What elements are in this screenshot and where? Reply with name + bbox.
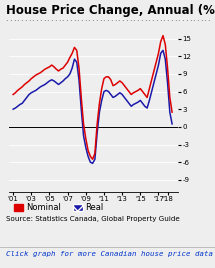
Text: ·: ·: [163, 17, 165, 27]
Text: ·: ·: [54, 17, 56, 27]
Text: ·: ·: [151, 17, 154, 27]
Text: ·: ·: [24, 17, 26, 27]
Text: ·: ·: [177, 17, 180, 27]
Text: ·: ·: [46, 17, 49, 27]
Text: ·: ·: [174, 17, 176, 27]
Text: ·: ·: [106, 17, 109, 27]
Text: ·: ·: [43, 17, 45, 27]
Legend: Nominal, Real: Nominal, Real: [11, 200, 107, 215]
Text: ·: ·: [99, 17, 101, 27]
Text: ·: ·: [207, 17, 210, 27]
Text: ·: ·: [5, 17, 8, 27]
Text: ·: ·: [136, 17, 139, 27]
Text: ·: ·: [159, 17, 161, 27]
Text: ·: ·: [80, 17, 83, 27]
Text: ·: ·: [155, 17, 157, 27]
Text: ·: ·: [103, 17, 105, 27]
Text: ·: ·: [189, 17, 191, 27]
Text: ·: ·: [31, 17, 34, 27]
Text: ·: ·: [196, 17, 198, 27]
Text: ·: ·: [200, 17, 202, 27]
Text: ·: ·: [9, 17, 11, 27]
Text: ·: ·: [204, 17, 206, 27]
Text: ·: ·: [118, 17, 120, 27]
Text: ·: ·: [129, 17, 131, 27]
Text: ·: ·: [76, 17, 79, 27]
Text: ·: ·: [170, 17, 172, 27]
Text: ·: ·: [13, 17, 15, 27]
Text: ·: ·: [95, 17, 97, 27]
Text: ·: ·: [132, 17, 135, 27]
Text: ·: ·: [144, 17, 146, 27]
Text: ·: ·: [17, 17, 19, 27]
Text: ·: ·: [58, 17, 60, 27]
Text: ·: ·: [181, 17, 184, 27]
Text: ·: ·: [88, 17, 90, 27]
Text: Click graph for more Canadian house price data: Click graph for more Canadian house pric…: [6, 251, 213, 257]
Text: ·: ·: [140, 17, 142, 27]
Text: ·: ·: [192, 17, 195, 27]
Text: ·: ·: [185, 17, 187, 27]
Text: ·: ·: [28, 17, 30, 27]
Text: ·: ·: [91, 17, 94, 27]
Text: ·: ·: [147, 17, 150, 27]
Text: ·: ·: [39, 17, 41, 27]
Text: ·: ·: [110, 17, 112, 27]
Text: ·: ·: [166, 17, 169, 27]
Text: ·: ·: [50, 17, 52, 27]
Text: ·: ·: [35, 17, 38, 27]
Text: ·: ·: [114, 17, 116, 27]
Text: ·: ·: [73, 17, 75, 27]
Text: House Price Change, Annual (%): House Price Change, Annual (%): [6, 4, 215, 17]
Text: Source: Statistics Canada, Global Property Guide: Source: Statistics Canada, Global Proper…: [6, 216, 180, 222]
Text: ·: ·: [84, 17, 86, 27]
Text: ·: ·: [61, 17, 64, 27]
Text: ·: ·: [121, 17, 124, 27]
Text: ·: ·: [65, 17, 68, 27]
Text: ·: ·: [69, 17, 71, 27]
Text: ·: ·: [20, 17, 23, 27]
Text: ·: ·: [125, 17, 127, 27]
